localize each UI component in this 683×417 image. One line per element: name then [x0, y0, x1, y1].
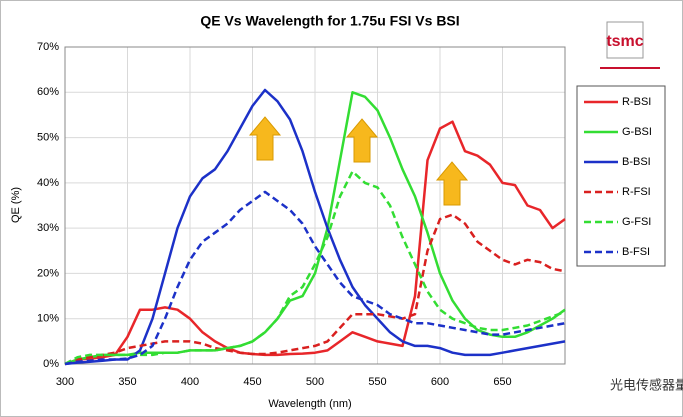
- x-tick-label: 600: [431, 376, 449, 388]
- legend-label: R-BSI: [622, 96, 651, 108]
- logo-box: [606, 21, 644, 59]
- series-line: [64, 91, 566, 366]
- x-tick-label: 550: [368, 376, 386, 388]
- y-tick-label: 10%: [37, 313, 59, 325]
- x-tick-label: 450: [243, 376, 261, 388]
- arrow: [345, 118, 379, 163]
- y-tick-label: 20%: [37, 267, 59, 279]
- series-line: [64, 190, 566, 366]
- arrow: [435, 161, 469, 206]
- plot-area: 0% 10% 20% 30% 40% 50% 60% 70% 300 350 400 450 500 55…: [37, 41, 566, 388]
- y-tick-label: 50%: [37, 131, 59, 143]
- y-tick-label: 60%: [37, 86, 59, 98]
- legend-label: B-BSI: [622, 156, 651, 168]
- logo-text: tsmc: [606, 33, 643, 50]
- legend-label: G-BSI: [622, 126, 652, 138]
- arrow: [248, 116, 282, 161]
- chart-title: QE Vs Wavelength for 1.75u FSI Vs BSI: [200, 13, 459, 29]
- series-line: [64, 213, 566, 366]
- series-line: [64, 170, 566, 366]
- x-tick-label: 300: [56, 376, 74, 388]
- y-tick-label: 70%: [37, 41, 59, 53]
- plot-border: [64, 46, 566, 365]
- y-tick-label: 0%: [43, 358, 59, 370]
- legend-label: R-FSI: [622, 186, 651, 198]
- x-tick-label: 400: [181, 376, 199, 388]
- legend-label: B-FSI: [622, 246, 650, 258]
- watermark: 光电传感器量测: [610, 377, 683, 392]
- x-axis-label: Wavelength (nm): [268, 398, 351, 410]
- logo: tsmc: [600, 21, 660, 69]
- x-tick-label: 650: [493, 376, 511, 388]
- legend-label: G-FSI: [622, 216, 651, 228]
- legend-box: [576, 85, 666, 267]
- series-line: [64, 120, 566, 366]
- y-tick-label: 40%: [37, 177, 59, 189]
- y-tick-label: 30%: [37, 222, 59, 234]
- x-tick-label: 350: [118, 376, 136, 388]
- y-axis-label: QE (%): [10, 187, 22, 223]
- arrows: [248, 116, 469, 206]
- x-tick-label: 500: [306, 376, 324, 388]
- series-line: [64, 88, 566, 366]
